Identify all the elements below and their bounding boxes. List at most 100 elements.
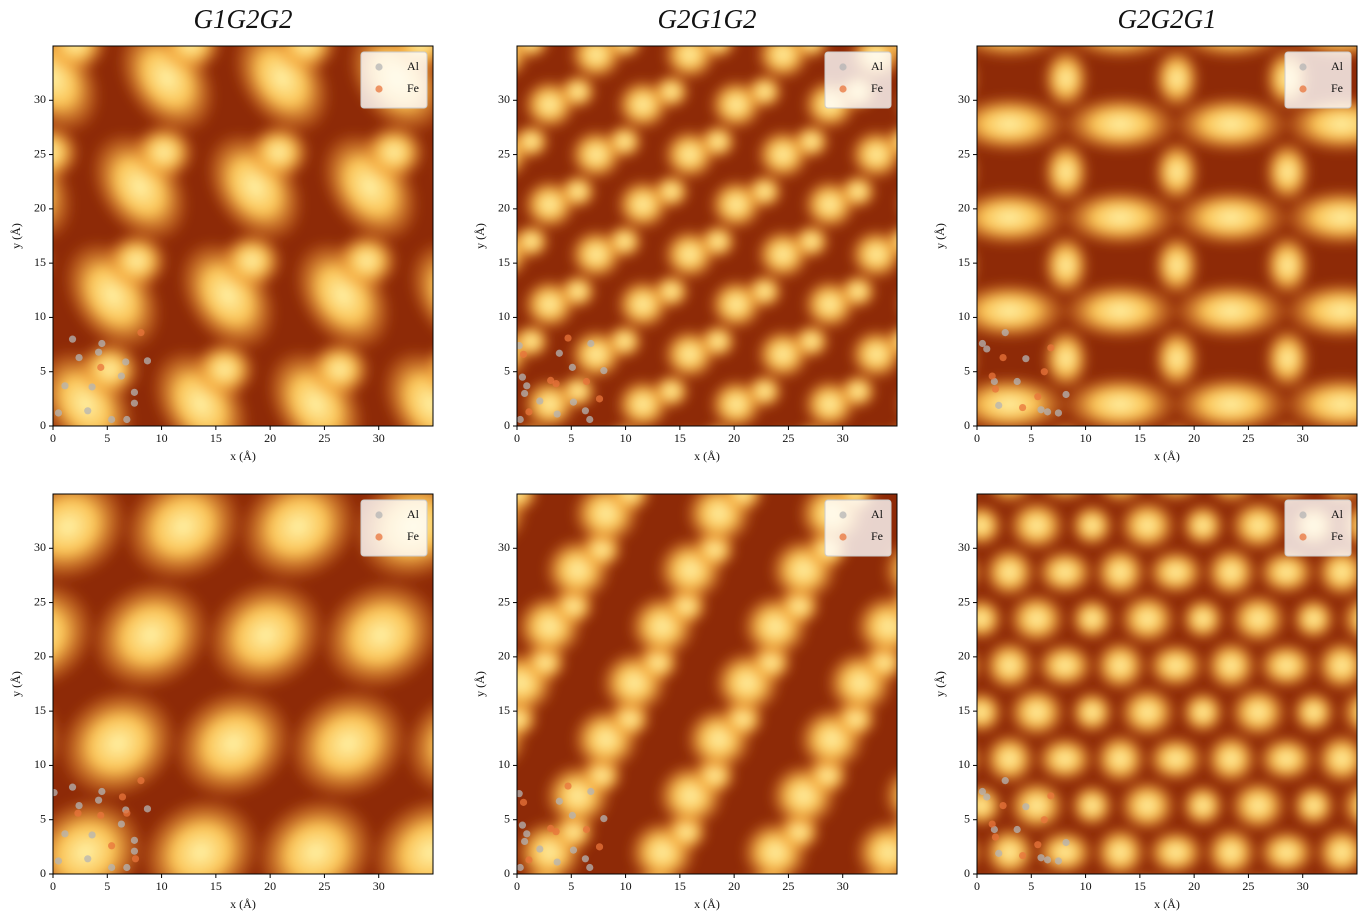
heatmap-blob xyxy=(853,592,897,661)
heatmap-blob xyxy=(712,875,783,922)
heatmap-blob xyxy=(1263,232,1312,298)
y-axis-label: y (Å) xyxy=(9,223,23,249)
point xyxy=(1062,838,1070,847)
heatmap-blob xyxy=(881,767,897,825)
heatmap-blob xyxy=(837,272,879,311)
heatmap-blob xyxy=(1171,374,1291,426)
heatmap-blob xyxy=(894,293,897,316)
y-tick-label: 15 xyxy=(498,703,510,717)
point xyxy=(1040,368,1048,376)
x-axis-label: x (Å) xyxy=(230,897,256,911)
point xyxy=(130,399,139,407)
y-tick-label: 25 xyxy=(498,146,510,160)
x-tick-label: 0 xyxy=(514,431,520,445)
y-tick-label: 10 xyxy=(34,757,46,771)
heatmap-blob xyxy=(464,372,505,410)
heatmap-blob xyxy=(287,687,409,801)
x-tick-label: 15 xyxy=(1134,431,1146,445)
point xyxy=(990,825,998,834)
heatmap-blob xyxy=(1145,827,1206,874)
heatmap-blob xyxy=(437,810,483,853)
heatmap-blob xyxy=(1339,872,1363,922)
x-axis-label: x (Å) xyxy=(694,897,720,911)
heatmap-blob xyxy=(1179,595,1226,642)
heatmap-blob xyxy=(1179,502,1226,549)
heatmap-blob xyxy=(1263,494,1310,504)
point xyxy=(1054,409,1063,417)
heatmap-blob xyxy=(977,46,1061,61)
heatmap-blob xyxy=(1035,827,1095,874)
heatmap-blob xyxy=(1042,0,1091,18)
legend-marker xyxy=(839,511,847,519)
legend-marker xyxy=(839,533,847,541)
point xyxy=(1047,344,1055,352)
heatmap-blob xyxy=(53,578,97,692)
heatmap-blob xyxy=(896,405,956,459)
heatmap-blob xyxy=(909,480,980,548)
heatmap-blob xyxy=(1246,871,1270,874)
heatmap-blob xyxy=(517,494,541,515)
point xyxy=(1034,393,1042,401)
point xyxy=(88,831,96,839)
x-tick-label: 30 xyxy=(837,879,849,893)
heatmap-blob xyxy=(987,494,1033,506)
heatmap-blob xyxy=(884,223,897,260)
x-tick-label: 5 xyxy=(1028,431,1034,445)
x-tick-label: 20 xyxy=(264,879,276,893)
heatmap-blob xyxy=(1060,94,1181,155)
y-tick-label: 10 xyxy=(498,309,510,323)
panel xyxy=(896,405,1363,922)
heatmap-blob xyxy=(1093,545,1148,600)
heatmap-blob xyxy=(1152,46,1202,112)
heatmap-blob xyxy=(1339,687,1357,738)
heatmap-blob xyxy=(1314,825,1357,874)
heatmap-blob xyxy=(1093,825,1148,874)
heatmap-blob xyxy=(1203,638,1259,693)
heatmap-blob xyxy=(650,372,692,411)
panel xyxy=(53,494,433,874)
y-tick-label: 25 xyxy=(498,594,510,608)
x-tick-label: 10 xyxy=(620,879,632,893)
heatmap-blob xyxy=(1282,281,1357,341)
heatmap-blob xyxy=(517,122,552,161)
heatmap-blob xyxy=(557,172,599,211)
x-tick-label: 5 xyxy=(104,879,110,893)
heatmap xyxy=(896,405,1363,922)
panel-title: G1G2G2 xyxy=(194,4,293,34)
x-tick-label: 30 xyxy=(373,879,385,893)
x-tick-label: 0 xyxy=(974,431,980,445)
heatmap-blob xyxy=(334,231,400,291)
heatmap-blob xyxy=(744,172,785,211)
heatmap-blob xyxy=(894,93,897,116)
heatmap-blob xyxy=(1069,502,1116,549)
heatmap-blob xyxy=(1041,139,1091,205)
point xyxy=(536,845,544,853)
legend-marker xyxy=(1299,511,1307,519)
point xyxy=(117,372,125,380)
heatmap-blob xyxy=(1290,689,1337,736)
y-tick-label: 0 xyxy=(40,866,46,880)
heatmap-blob xyxy=(977,187,1070,248)
point xyxy=(1043,408,1052,416)
heatmap-blob xyxy=(790,122,832,161)
heatmap-blob xyxy=(977,250,980,281)
point xyxy=(600,367,608,375)
point xyxy=(123,863,131,872)
heatmap-blob xyxy=(1152,139,1202,205)
heatmap-blob xyxy=(1041,232,1091,298)
heatmap-blob xyxy=(1006,778,1067,833)
heatmap-blob xyxy=(1041,46,1091,112)
x-tick-label: 5 xyxy=(104,431,110,445)
legend-label: Al xyxy=(871,59,884,73)
heatmap-blob xyxy=(1203,731,1259,787)
plot-frame xyxy=(52,493,434,875)
legend-label: Fe xyxy=(871,529,883,543)
point xyxy=(519,350,528,358)
x-tick-label: 15 xyxy=(674,879,686,893)
point xyxy=(555,797,563,805)
point xyxy=(536,397,544,405)
heatmap-blob xyxy=(237,494,359,584)
heatmap-blob xyxy=(1256,827,1317,874)
heatmap-blob xyxy=(122,494,244,584)
